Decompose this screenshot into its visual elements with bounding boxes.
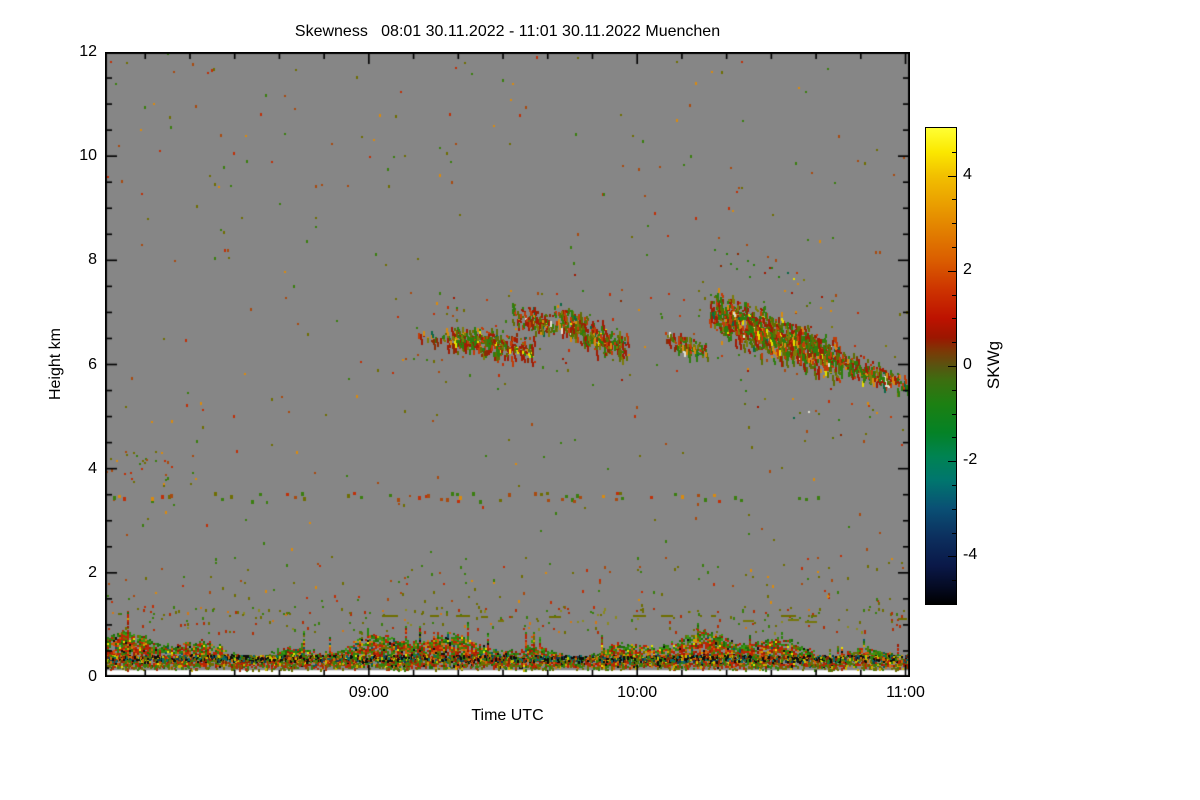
colorbar-tick-label: -4: [963, 546, 978, 564]
colorbar-tick: [948, 461, 956, 463]
chart-title: Skewness 08:01 30.11.2022 - 11:01 30.11.…: [294, 23, 721, 40]
colorbar-tick: [952, 389, 956, 391]
colorbar-tick: [948, 366, 956, 367]
colorbar-tick-label: 4: [963, 165, 972, 183]
colorbar-tick: [952, 413, 956, 415]
colorbar-tick: [952, 199, 956, 201]
colorbar-tick-label: -2: [963, 451, 978, 469]
y-tick-label: 10: [79, 147, 97, 165]
y-tick-label: 2: [88, 563, 97, 581]
colorbar-tick: [952, 342, 956, 344]
colorbar-tick-label: 0: [963, 356, 972, 373]
colorbar-tick-label: 2: [963, 260, 972, 278]
colorbar-tick: [948, 556, 956, 558]
plot-canvas: [105, 52, 910, 677]
colorbar-tick: [952, 151, 956, 153]
colorbar-tick: [952, 223, 956, 225]
y-tick-label: 12: [79, 43, 97, 60]
x-axis-label: Time UTC: [471, 707, 544, 724]
y-axis-label: Height km: [47, 327, 64, 401]
x-tick-label: 10:00: [617, 684, 658, 701]
x-tick-label: 09:00: [348, 684, 389, 701]
x-tick-label: 11:00: [886, 684, 925, 701]
colorbar-tick: [952, 318, 956, 320]
colorbar: [925, 127, 957, 605]
colorbar-tick: [952, 508, 956, 510]
y-tick-label: 0: [88, 668, 97, 685]
colorbar-tick: [952, 532, 956, 534]
colorbar-tick: [952, 437, 956, 439]
colorbar-tick: [952, 294, 956, 296]
y-tick-label: 8: [88, 251, 97, 269]
colorbar-label: SKWg: [984, 340, 1003, 390]
colorbar-tick: [948, 270, 956, 272]
plot-area: [105, 52, 910, 677]
colorbar-tick: [948, 175, 956, 177]
colorbar-tick: [952, 247, 956, 248]
colorbar-tick: [952, 580, 956, 582]
y-tick-label: 6: [88, 355, 97, 373]
colorbar-tick: [952, 485, 956, 486]
y-tick-label: 4: [88, 459, 97, 477]
